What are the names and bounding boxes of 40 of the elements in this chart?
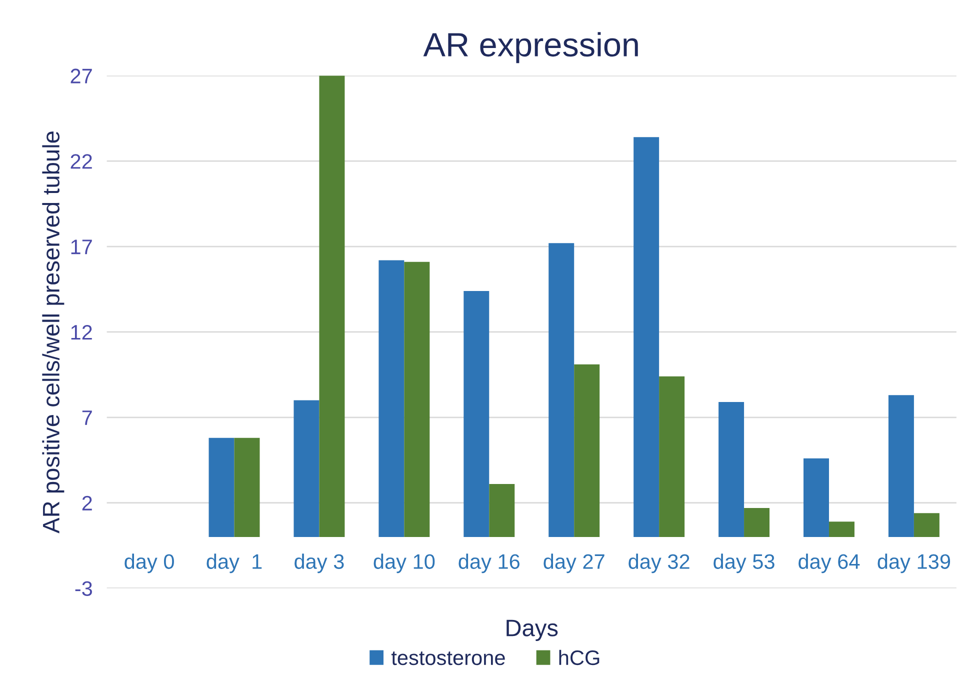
- x-tick-label: day 53: [714, 554, 774, 574]
- bar: [234, 438, 260, 537]
- x-axis-title: Days: [506, 620, 558, 642]
- bar: [378, 260, 404, 537]
- bar: [744, 508, 770, 537]
- x-tick-label: day 0: [124, 554, 174, 574]
- x-tick-label: day 3: [294, 554, 344, 574]
- bar: [294, 400, 320, 537]
- x-tick-label: day 32: [628, 554, 690, 574]
- legend-label: hCG: [559, 650, 600, 666]
- chart-title: AR expression: [423, 32, 638, 64]
- bar: [828, 522, 854, 537]
- bar: [208, 438, 234, 537]
- bar: [574, 364, 600, 537]
- y-tick-label: 7: [82, 410, 92, 425]
- y-tick-label: 12: [71, 324, 92, 340]
- bar: [888, 395, 914, 537]
- x-tick-label: day 10: [374, 554, 435, 574]
- bar: [634, 137, 660, 537]
- bar: [914, 513, 940, 537]
- x-tick-label: day 16: [458, 554, 520, 574]
- y-tick-label: 27: [70, 68, 92, 84]
- x-tick-label: day 1: [206, 554, 262, 574]
- bar: [548, 243, 574, 537]
- bar: [319, 76, 345, 537]
- bar: [804, 458, 829, 537]
- x-tick-label: day 27: [544, 554, 604, 574]
- y-tick-label: 17: [71, 240, 92, 254]
- bar: [659, 376, 685, 537]
- y-tick-label: 22: [70, 154, 92, 169]
- bar: [404, 262, 430, 537]
- y-tick-label: 2: [82, 496, 92, 510]
- bar: [489, 484, 515, 537]
- y-axis-title: AR positive cells/well preserved tubule: [42, 132, 64, 534]
- y-tick-label: -3: [75, 581, 92, 596]
- x-tick-label: day 64: [798, 554, 860, 574]
- bar: [718, 402, 744, 537]
- x-tick-label: day 139: [878, 554, 950, 574]
- bar: [464, 290, 490, 537]
- legend-label: testosterone: [391, 651, 505, 666]
